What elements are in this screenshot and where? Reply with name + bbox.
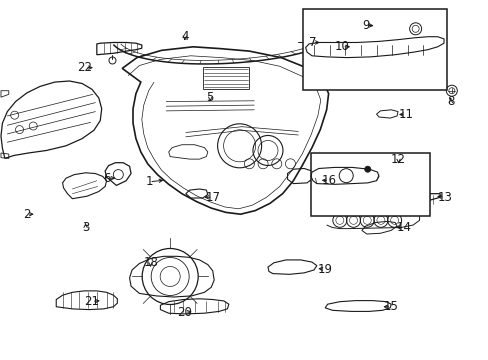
Text: 20: 20 bbox=[177, 306, 192, 319]
Text: 13: 13 bbox=[437, 191, 451, 204]
Text: 10: 10 bbox=[334, 40, 349, 53]
Text: 3: 3 bbox=[81, 221, 89, 234]
Text: 12: 12 bbox=[390, 153, 405, 166]
Circle shape bbox=[364, 166, 370, 172]
Text: 4: 4 bbox=[181, 30, 188, 42]
Text: 11: 11 bbox=[398, 108, 412, 121]
Bar bbox=[310, 153, 429, 216]
Text: 22: 22 bbox=[78, 61, 92, 74]
Text: 8: 8 bbox=[446, 95, 454, 108]
Text: 19: 19 bbox=[317, 263, 332, 276]
Text: 5: 5 bbox=[206, 91, 214, 104]
Text: 6: 6 bbox=[102, 172, 110, 185]
Text: 17: 17 bbox=[205, 191, 220, 204]
Text: 15: 15 bbox=[383, 300, 398, 313]
Bar bbox=[303, 9, 447, 90]
Text: 14: 14 bbox=[396, 221, 410, 234]
Text: 7: 7 bbox=[308, 36, 316, 49]
Bar bbox=[203, 67, 249, 89]
Text: 16: 16 bbox=[321, 174, 336, 187]
Text: 21: 21 bbox=[84, 295, 99, 308]
Text: 2: 2 bbox=[23, 208, 31, 221]
Text: 9: 9 bbox=[361, 19, 369, 32]
Text: 1: 1 bbox=[145, 175, 153, 188]
Text: 18: 18 bbox=[143, 256, 158, 269]
